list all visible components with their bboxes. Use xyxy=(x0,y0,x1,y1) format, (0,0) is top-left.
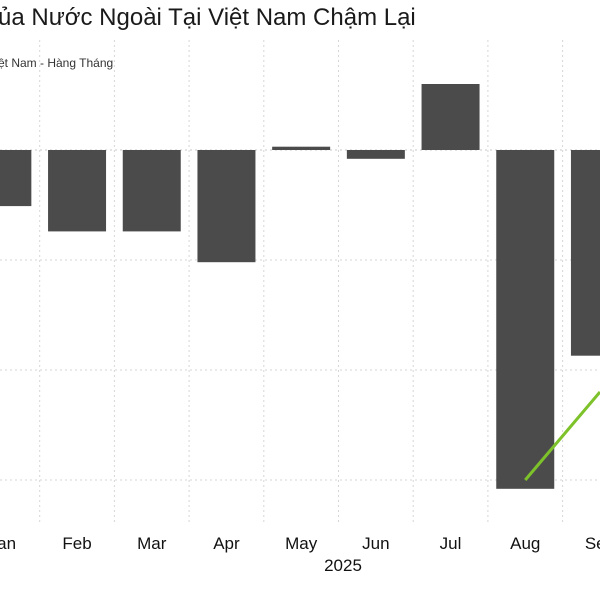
x-tick-aug: Aug xyxy=(510,534,540,553)
overlay-line xyxy=(524,391,600,481)
bar-apr xyxy=(197,150,256,263)
x-tick-jun: Jun xyxy=(362,534,389,553)
overlay-line-path xyxy=(524,391,600,481)
x-tick-feb: Feb xyxy=(62,534,91,553)
bar-aug xyxy=(496,150,555,489)
bar-feb xyxy=(48,150,107,232)
bar-jan xyxy=(0,150,32,207)
x-tick-apr: Apr xyxy=(213,534,240,553)
bar-jun xyxy=(346,150,405,159)
bar-jul xyxy=(421,84,480,150)
x-tick-jul: Jul xyxy=(440,534,462,553)
x-tick-mar: Mar xyxy=(137,534,167,553)
bar-sep xyxy=(570,150,600,356)
bar-mar xyxy=(122,150,181,232)
bars xyxy=(0,84,600,489)
bar-may xyxy=(272,146,331,150)
x-axis-year-label: 2025 xyxy=(324,556,362,575)
x-tick-may: May xyxy=(285,534,318,553)
x-tick-jan: Jan xyxy=(0,534,16,553)
x-axis-ticks: Jan Feb Mar Apr May Jun Jul Aug Sep xyxy=(0,534,600,553)
chart-subtitle: ệt Nam - Hàng Tháng xyxy=(0,56,114,70)
chart-title: ủa Nước Ngoài Tại Việt Nam Chậm Lại xyxy=(0,4,416,31)
x-tick-sep: Sep xyxy=(585,534,600,553)
